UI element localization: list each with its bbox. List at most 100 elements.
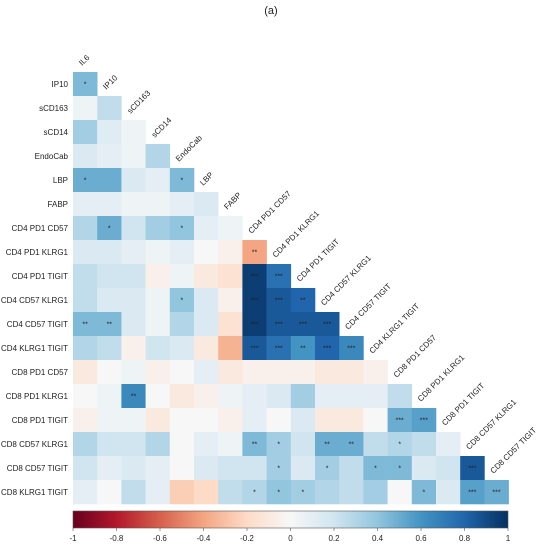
row-label: CD8 CD57 KLRG1 <box>1 440 69 449</box>
heatmap-cell <box>363 456 388 481</box>
heatmap-cell <box>436 432 461 457</box>
significance-mark: ** <box>300 346 306 353</box>
significance-mark: *** <box>275 322 283 329</box>
heatmap-cell <box>73 408 98 433</box>
significance-mark: * <box>423 490 426 497</box>
colorbar-tick-label: 0.8 <box>459 534 471 543</box>
heatmap-cell <box>97 480 122 505</box>
heatmap-cell <box>73 120 98 145</box>
heatmap-cell <box>315 312 340 337</box>
significance-mark: ** <box>252 442 258 449</box>
heatmap-cell <box>194 312 219 337</box>
heatmap-cell <box>169 360 195 385</box>
heatmap-cell <box>339 480 364 505</box>
heatmap-cell <box>73 264 98 289</box>
heatmap-cell <box>169 168 195 193</box>
significance-mark: *** <box>420 418 428 425</box>
row-label: sCD14 <box>44 128 69 137</box>
heatmap-cell <box>218 432 243 457</box>
heatmap-cell <box>145 480 171 505</box>
significance-mark: *** <box>250 274 258 281</box>
row-label: CD4 PD1 KLRG1 <box>6 248 69 257</box>
significance-mark: *** <box>323 322 331 329</box>
heatmap-cell <box>145 336 171 361</box>
heatmap-cell <box>169 384 195 409</box>
row-label: CD8 KLRG1 TIGIT <box>1 488 68 497</box>
heatmap-cell <box>218 456 243 481</box>
significance-mark: ** <box>252 250 258 257</box>
heatmap-cell <box>73 288 98 313</box>
colorbar-tick-label: 1 <box>506 534 511 543</box>
heatmap-cell <box>121 120 146 145</box>
heatmap-cell <box>121 384 146 409</box>
significance-mark: *** <box>275 346 283 353</box>
heatmap-cell <box>242 432 267 457</box>
significance-mark: * <box>84 178 87 185</box>
significance-mark: * <box>302 490 305 497</box>
row-labels: IP10 sCD163 sCD14 EndoCab LBP FABP CD4 PD1 CD5… <box>1 80 69 497</box>
heatmap-cell <box>73 216 98 241</box>
significance-mark: ** <box>107 322 113 329</box>
heatmap-cell <box>73 168 98 193</box>
heatmap-cell <box>194 288 219 313</box>
heatmap-cell <box>387 384 413 409</box>
heatmap-cell <box>73 384 98 409</box>
significance-mark: * <box>84 82 87 89</box>
heatmap-cell <box>266 432 292 457</box>
heatmap-cell <box>97 360 122 385</box>
significance-mark: *** <box>250 298 258 305</box>
colorbar-tick-label: -0.6 <box>153 534 167 543</box>
heatmap-cell <box>315 432 340 457</box>
significance-mark: *** <box>347 346 355 353</box>
heatmap-cell <box>145 432 171 457</box>
significance-mark: * <box>277 466 280 473</box>
heatmap-cell <box>194 432 219 457</box>
heatmap-cell <box>266 336 292 361</box>
heatmap-cell <box>97 240 122 265</box>
heatmap-cell <box>194 360 219 385</box>
heatmap-cell <box>339 456 364 481</box>
heatmap-cell <box>218 384 243 409</box>
heatmap-cell <box>218 360 243 385</box>
heatmap-cell <box>460 456 485 481</box>
heatmap-cell <box>194 216 219 241</box>
heatmap-cell <box>242 336 267 361</box>
significance-mark: *** <box>468 490 476 497</box>
heatmap-cell <box>363 384 388 409</box>
heatmap-cell <box>290 288 316 313</box>
column-label: EndoCab <box>174 133 204 163</box>
column-label: CD4 PD1 KLRG1 <box>271 209 322 260</box>
heatmap-cell <box>194 240 219 265</box>
heatmap-cell <box>169 216 195 241</box>
significance-mark: ** <box>82 322 88 329</box>
heatmap-cell <box>242 384 267 409</box>
significance-mark: * <box>374 466 377 473</box>
significance-mark: *** <box>492 490 500 497</box>
heatmap-cell <box>218 216 243 241</box>
heatmap-cell <box>242 480 267 505</box>
heatmap-cell <box>484 480 509 505</box>
heatmap-cell <box>121 312 146 337</box>
heatmap-cell <box>73 480 98 505</box>
heatmap-cell <box>315 384 340 409</box>
heatmap-cell <box>194 192 219 217</box>
colorbar-tick-label: 0.2 <box>328 534 340 543</box>
colorbar-tick-label: -0.4 <box>197 534 211 543</box>
heatmap-cell <box>411 456 437 481</box>
heatmap-cell <box>169 336 195 361</box>
significance-mark: ** <box>349 442 355 449</box>
heatmap-cell <box>460 480 485 505</box>
heatmap-cell <box>73 144 98 169</box>
heatmap-cell <box>290 360 316 385</box>
heatmap-cell <box>169 480 195 505</box>
heatmap-cell <box>121 168 146 193</box>
heatmap-cell <box>121 432 146 457</box>
heatmap-cell <box>145 408 171 433</box>
significance-mark: *** <box>468 466 476 473</box>
row-label: CD8 PD1 KLRG1 <box>6 392 69 401</box>
heatmap-cell <box>266 264 292 289</box>
column-label: CD8 CD57 KLRG1 <box>464 397 518 451</box>
heatmap-cell <box>218 288 243 313</box>
heatmap-cell <box>169 456 195 481</box>
colorbar-tick-label: 0 <box>288 534 293 543</box>
